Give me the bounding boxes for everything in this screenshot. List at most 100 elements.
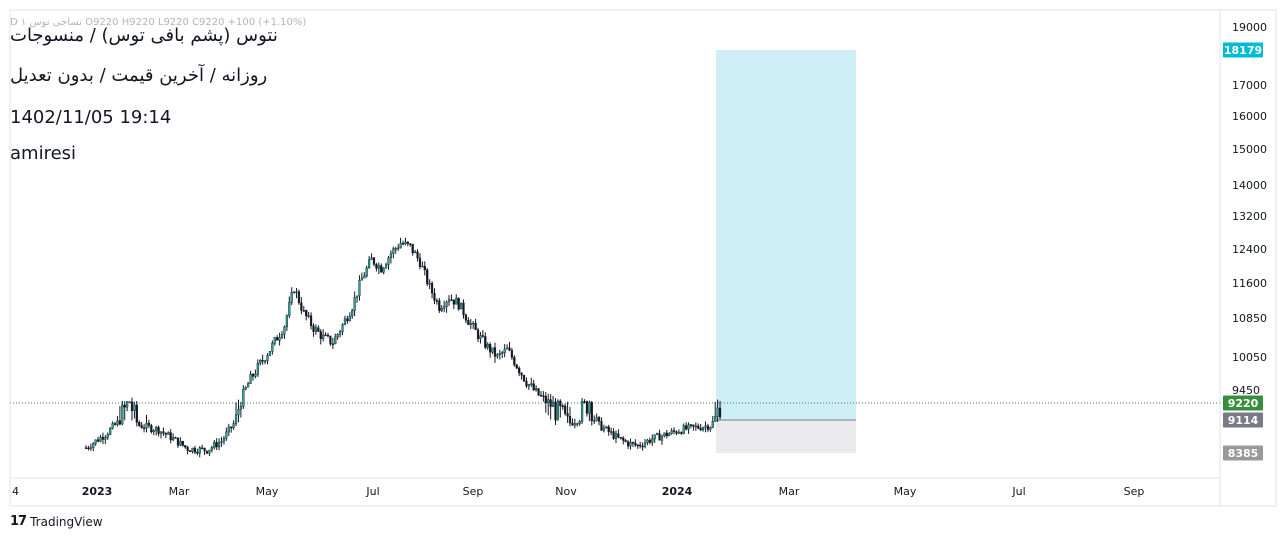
candle[interactable] (87, 445, 90, 451)
candle[interactable] (706, 423, 710, 433)
candle[interactable] (651, 434, 654, 446)
candle[interactable] (566, 401, 569, 423)
candle[interactable] (244, 386, 247, 391)
candle[interactable] (513, 355, 516, 367)
candle[interactable] (317, 325, 320, 333)
candle[interactable] (510, 347, 514, 360)
candle[interactable] (174, 436, 177, 439)
candle[interactable] (392, 246, 395, 259)
candle[interactable] (687, 422, 690, 434)
candle[interactable] (685, 422, 688, 431)
candle[interactable] (324, 332, 327, 337)
loss-zone[interactable] (716, 420, 856, 453)
candle[interactable] (341, 323, 344, 336)
candle[interactable] (573, 418, 576, 429)
candle[interactable] (639, 441, 642, 449)
candle[interactable] (331, 337, 334, 349)
candle[interactable] (336, 333, 339, 340)
candle[interactable] (242, 384, 245, 409)
candle[interactable] (597, 415, 601, 426)
candle[interactable] (135, 400, 138, 427)
candle[interactable] (387, 255, 390, 270)
candle[interactable] (203, 447, 206, 456)
candle[interactable] (581, 397, 584, 425)
candle[interactable] (682, 423, 685, 435)
price-axis[interactable]: 9450 10050 10850 11600 12400 13200 14000 15000 1… (1232, 21, 1267, 397)
candle[interactable] (416, 249, 419, 262)
candle[interactable] (295, 287, 298, 299)
candle[interactable] (576, 422, 579, 427)
candle[interactable] (232, 420, 235, 430)
tradingview-brand[interactable]: 17 TradingView (10, 514, 103, 529)
candle[interactable] (162, 427, 165, 436)
candle[interactable] (590, 400, 593, 426)
candle[interactable] (423, 261, 426, 276)
candle[interactable] (138, 420, 141, 427)
candle[interactable] (256, 359, 259, 377)
candle[interactable] (106, 432, 109, 440)
candle[interactable] (314, 324, 317, 335)
candle[interactable] (452, 299, 455, 310)
candle[interactable] (186, 445, 189, 455)
candle[interactable] (273, 336, 276, 346)
candle[interactable] (222, 435, 226, 445)
candle[interactable] (530, 377, 533, 387)
candle[interactable] (600, 417, 603, 431)
candle[interactable] (208, 449, 211, 457)
candle[interactable] (634, 439, 637, 447)
candle[interactable] (418, 253, 422, 270)
candle[interactable] (447, 295, 451, 306)
candle[interactable] (462, 299, 465, 319)
candle[interactable] (460, 302, 463, 310)
candle[interactable] (443, 300, 446, 313)
candle[interactable] (414, 249, 417, 254)
candle[interactable] (133, 401, 136, 419)
candle[interactable] (561, 404, 564, 410)
candle[interactable] (285, 314, 288, 331)
candle[interactable] (697, 423, 700, 430)
candle[interactable] (547, 393, 550, 416)
candle[interactable] (96, 436, 100, 443)
candle[interactable] (689, 424, 693, 429)
candle[interactable] (537, 388, 540, 396)
candle[interactable] (631, 441, 635, 447)
candle[interactable] (113, 421, 117, 426)
candle[interactable] (142, 424, 146, 433)
candle[interactable] (123, 401, 126, 421)
candle[interactable] (283, 325, 286, 339)
candle[interactable] (610, 427, 613, 436)
candle[interactable] (551, 395, 555, 407)
candle[interactable] (704, 421, 707, 433)
candle[interactable] (360, 272, 363, 281)
candle[interactable] (539, 390, 543, 397)
candle[interactable] (469, 318, 472, 330)
candle[interactable] (626, 440, 630, 450)
candle[interactable] (348, 312, 351, 322)
candle[interactable] (176, 437, 180, 448)
candle[interactable] (428, 279, 431, 290)
candle[interactable] (351, 308, 354, 319)
candle[interactable] (116, 416, 119, 427)
candle[interactable] (457, 297, 460, 311)
candle[interactable] (476, 327, 480, 342)
candle[interactable] (307, 311, 310, 318)
candle[interactable] (84, 445, 88, 449)
candle[interactable] (622, 436, 625, 445)
candle[interactable] (525, 377, 528, 389)
candle[interactable] (251, 372, 255, 381)
candle[interactable] (549, 394, 552, 420)
candle[interactable] (612, 428, 615, 440)
candle[interactable] (297, 289, 301, 305)
candle[interactable] (668, 432, 671, 437)
candle[interactable] (624, 439, 627, 443)
candle[interactable] (522, 374, 526, 383)
candle[interactable] (421, 261, 424, 268)
candle[interactable] (440, 305, 443, 313)
candle[interactable] (646, 438, 649, 445)
candle[interactable] (535, 385, 538, 392)
candle[interactable] (254, 369, 257, 379)
time-axis[interactable]: 4 2023 Mar May Jul Sep Nov 2024 Mar May Jul Sep (12, 485, 1144, 498)
candle[interactable] (126, 400, 129, 412)
candle[interactable] (346, 315, 349, 324)
